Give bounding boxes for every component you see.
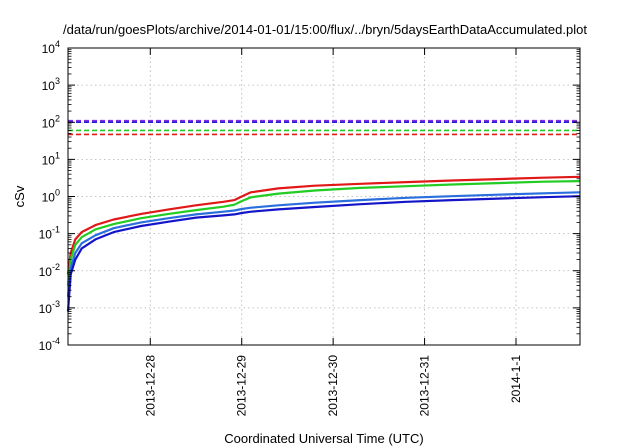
series-line: [66, 191, 581, 297]
x-tick-label: 2013-12-30: [326, 355, 340, 417]
y-tick-label: 10-4: [39, 336, 60, 353]
y-tick-label: 104: [42, 39, 60, 56]
data-series: [66, 175, 581, 312]
reference-lines: [68, 119, 580, 136]
x-axis-label: Coordinated Universal Time (UTC): [224, 431, 423, 446]
y-tick-label: 10-3: [39, 299, 60, 316]
y-tick-labels: 10-4 10-3 10-2 10-1 100 101 102 103 104: [39, 39, 60, 353]
x-tick-label: 2013-12-31: [418, 355, 432, 417]
y-tick-label: 10-1: [39, 225, 60, 242]
y-tick-label: 101: [42, 150, 60, 167]
series-line: [66, 195, 581, 312]
x-tick-labels: 2013-12-28 2013-12-29 2013-12-30 2013-12-31…: [143, 355, 523, 417]
series-line: [66, 180, 581, 286]
x-tick-label: 2014-1-1: [509, 355, 523, 403]
y-tick-label: 100: [42, 188, 60, 205]
y-tick-label: 103: [42, 76, 60, 93]
y-tick-label: 10-2: [39, 262, 60, 279]
y-axis-label: cSv: [12, 185, 27, 207]
chart-title: /data/run/goesPlots/archive/2014-01-01/1…: [63, 22, 587, 37]
x-tick-label: 2013-12-29: [235, 355, 249, 417]
grid-lines: [68, 48, 580, 345]
series-line: [66, 175, 581, 275]
axis-ticks: [68, 47, 580, 346]
y-tick-label: 102: [42, 113, 60, 130]
x-tick-label: 2013-12-28: [143, 355, 157, 417]
